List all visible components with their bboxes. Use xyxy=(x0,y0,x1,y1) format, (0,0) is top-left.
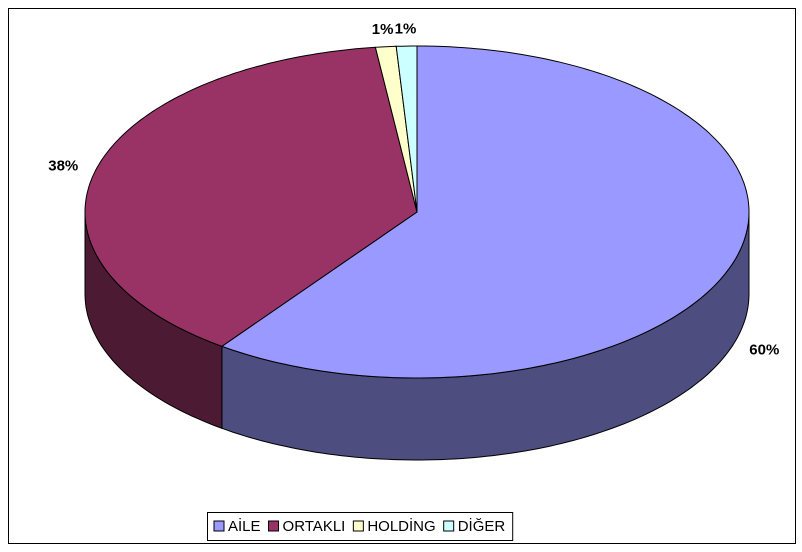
legend-label: ORTAKLI xyxy=(283,518,346,535)
data-label: 60% xyxy=(749,341,779,358)
legend-swatch xyxy=(352,520,364,532)
slice xyxy=(220,45,750,379)
legend-swatch xyxy=(443,520,455,532)
legend-label: DİĞER xyxy=(458,517,506,535)
legend-swatch xyxy=(213,520,225,532)
data-label: 38% xyxy=(48,158,78,175)
legend-label: HOLDİNG xyxy=(367,517,435,535)
data-label: 1% xyxy=(372,21,394,38)
pie: 60% 38% 1% 1% xyxy=(48,20,779,461)
legend-swatch xyxy=(268,520,280,532)
slice xyxy=(395,45,418,213)
slice xyxy=(84,46,418,347)
data-label: 1% xyxy=(395,20,417,37)
legend: AİLE ORTAKLI HOLDİNG DİĞER xyxy=(213,517,506,535)
legend-label: AİLE xyxy=(228,517,261,535)
